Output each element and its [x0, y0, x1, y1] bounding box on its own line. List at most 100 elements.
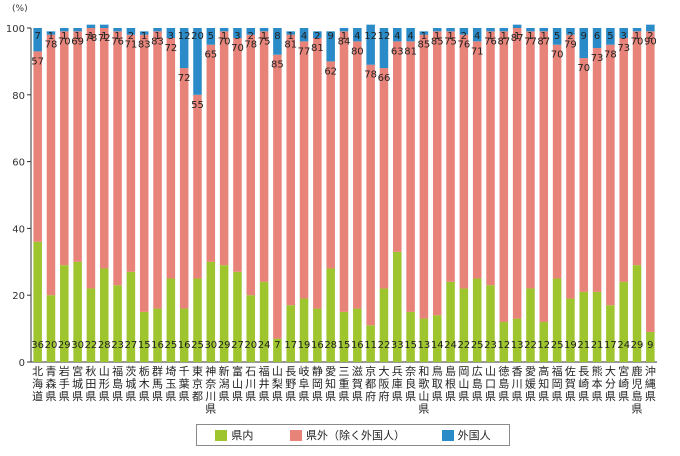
x-tick-label: 千葉県: [179, 365, 190, 403]
data-label-foreign: 12: [178, 31, 191, 42]
data-label-kennai: 29: [631, 340, 644, 351]
data-label-kengai: 62: [324, 66, 337, 77]
y-tick-label: 60: [12, 158, 25, 169]
bar-segment-foreign: [632, 28, 642, 32]
bar-segment-kennai: [499, 321, 509, 362]
bar-segment-kengai: [299, 41, 309, 299]
bar-segment-foreign: [472, 28, 482, 42]
bar-segment-foreign: [326, 31, 335, 62]
data-label-kengai: 76: [111, 36, 124, 47]
data-label-kennai: 11: [364, 340, 377, 351]
bar-segment-kennai: [33, 241, 42, 362]
x-tick-label: 徳島県: [498, 365, 509, 403]
data-label-kennai: 23: [484, 340, 497, 351]
data-label-kennai: 20: [45, 340, 58, 351]
data-label-kennai: 24: [444, 340, 457, 351]
bar-segment-kengai: [432, 31, 442, 316]
y-tick-label: 0: [19, 358, 25, 369]
data-label-kengai: 78: [45, 40, 58, 51]
bar-segment-kennai: [86, 288, 96, 362]
data-label-foreign: 5: [208, 31, 214, 42]
bar-segment-kennai: [566, 298, 575, 362]
x-tick-label: 静岡県: [312, 364, 323, 403]
bar-segment-kennai: [233, 271, 242, 362]
bar-segment-kengai: [60, 31, 69, 266]
data-label-kengai: 78: [604, 50, 617, 61]
bar-segment-kengai: [366, 64, 375, 326]
data-label-kengai: 70: [218, 36, 231, 47]
data-label-kennai: 22: [378, 340, 391, 351]
data-label-kengai: 77: [298, 46, 311, 57]
y-tick-label: 80: [12, 91, 25, 102]
bar-segment-foreign: [353, 28, 362, 42]
data-label-foreign: 1: [74, 31, 80, 42]
bar-segment-foreign: [379, 28, 389, 69]
bar-segment-foreign: [246, 28, 256, 35]
bar-segment-foreign: [273, 28, 282, 55]
data-label-kengai: 83: [138, 40, 151, 51]
data-label-kengai: 71: [125, 40, 138, 51]
data-label-kengai: 81: [284, 40, 297, 51]
bar-segment-kennai: [193, 278, 202, 362]
data-label-kennai: 9: [647, 340, 653, 351]
data-label-kengai: 78: [244, 40, 257, 51]
data-label-kengai: 84: [338, 36, 351, 47]
bar-segment-foreign: [606, 28, 615, 45]
data-label-kengai: 75: [444, 36, 457, 47]
legend-swatch-kengai: [289, 429, 302, 441]
data-label-kennai: 12: [537, 340, 550, 351]
bar-segment-kennai: [339, 311, 349, 362]
x-tick-label: 鹿児島県: [632, 364, 643, 416]
x-tick-label: 山口県: [485, 365, 496, 403]
data-label-foreign: 4: [394, 31, 400, 42]
bar-segment-kengai: [313, 38, 322, 309]
data-label-kengai: 75: [258, 36, 271, 47]
bar-segment-foreign: [206, 28, 216, 45]
bar-segment-kengai: [526, 31, 535, 289]
bar-segment-kennai: [459, 288, 469, 362]
data-label-kennai: 29: [58, 340, 71, 351]
data-label-kennai: 19: [564, 340, 577, 351]
x-tick-label: 広島県: [472, 365, 483, 403]
bar-segment-kengai: [179, 68, 189, 309]
bar-segment-foreign: [166, 28, 176, 39]
data-label-foreign: 8: [274, 31, 280, 42]
y-tick-label: 40: [12, 224, 25, 235]
bar-segment-kengai: [286, 34, 295, 306]
bar-segment-foreign: [619, 28, 628, 39]
x-tick-label: 兵庫県: [392, 365, 403, 403]
bar-segment-kennai: [406, 311, 415, 362]
x-tick-label: 石川県: [245, 365, 256, 403]
x-tick-label: 埼玉県: [165, 364, 176, 403]
bar-segment-foreign: [432, 28, 442, 32]
bar-segment-foreign: [193, 28, 202, 95]
y-tick-label: 100: [6, 24, 25, 35]
x-tick-label: 愛媛県: [525, 365, 536, 403]
bar-segment-kengai: [472, 41, 482, 279]
data-label-kengai: 70: [58, 36, 71, 47]
data-label-foreign: 1: [514, 31, 520, 42]
bar-segment-kengai: [406, 41, 415, 312]
data-label-foreign: 1: [261, 31, 267, 42]
data-label-kennai: 21: [591, 340, 604, 351]
bar-segment-kengai: [566, 34, 575, 299]
data-label-foreign: 1: [221, 31, 227, 42]
data-label-foreign: 9: [581, 31, 587, 42]
data-label-kennai: 28: [98, 340, 111, 351]
bar-segment-foreign: [526, 28, 535, 32]
bar-segment-kengai: [273, 54, 282, 339]
data-label-foreign: 20: [191, 31, 204, 42]
data-label-kengai: 63: [391, 46, 404, 57]
data-label-kennai: 13: [511, 340, 524, 351]
data-label-kennai: 25: [471, 340, 484, 351]
data-label-foreign: 5: [554, 31, 560, 42]
data-label-kengai: 83: [151, 36, 164, 47]
data-label-foreign: 4: [474, 31, 480, 42]
data-label-kengai: 85: [418, 40, 431, 51]
data-label-kennai: 30: [204, 340, 217, 351]
bar-segment-kengai: [113, 31, 122, 286]
bar-segment-kengai: [326, 61, 335, 269]
data-label-foreign: 2: [314, 31, 320, 42]
x-tick-label: 長野県: [285, 365, 296, 403]
